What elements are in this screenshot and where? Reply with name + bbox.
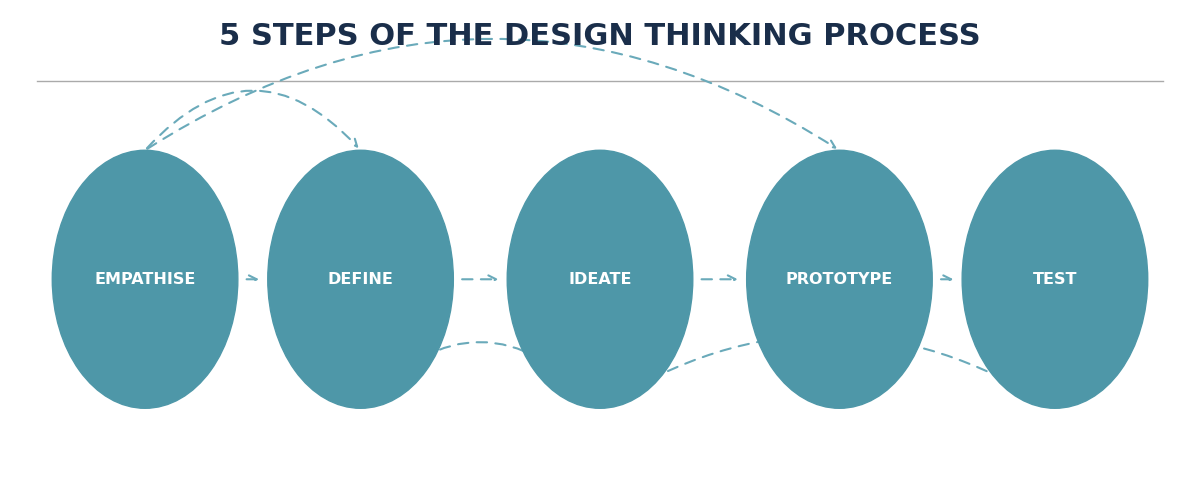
Ellipse shape (53, 150, 238, 408)
Text: IDEATE: IDEATE (569, 272, 631, 287)
Ellipse shape (268, 150, 454, 408)
Ellipse shape (508, 150, 692, 408)
Ellipse shape (746, 150, 932, 408)
Text: TEST: TEST (1033, 272, 1078, 287)
Text: 5 STEPS OF THE DESIGN THINKING PROCESS: 5 STEPS OF THE DESIGN THINKING PROCESS (220, 21, 980, 50)
Text: EMPATHISE: EMPATHISE (95, 272, 196, 287)
Text: PROTOTYPE: PROTOTYPE (786, 272, 893, 287)
Ellipse shape (962, 150, 1147, 408)
Text: DEFINE: DEFINE (328, 272, 394, 287)
